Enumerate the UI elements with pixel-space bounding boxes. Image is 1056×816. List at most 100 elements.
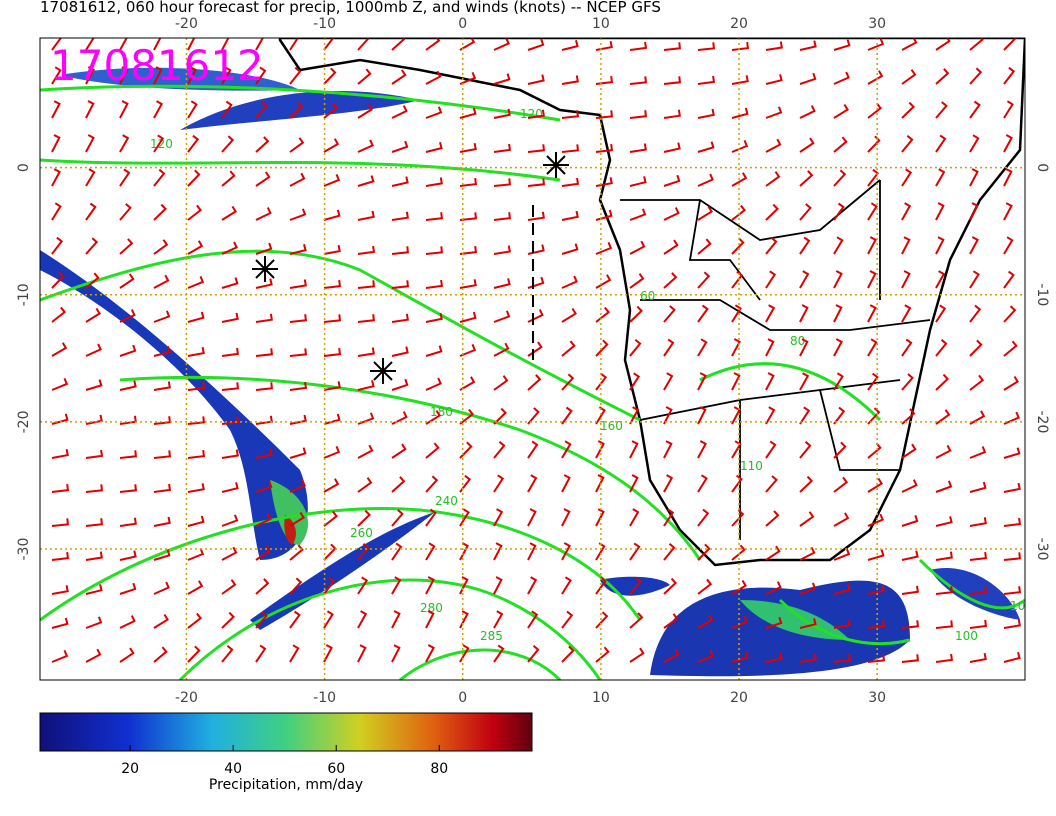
wind-barb	[561, 75, 579, 85]
wind-barb	[731, 140, 749, 153]
wind-barb	[119, 168, 131, 187]
wind-barb	[323, 138, 340, 153]
wind-barb	[51, 134, 61, 153]
wind-barb	[153, 66, 163, 85]
wind-barb	[119, 517, 137, 527]
wind-barb	[561, 110, 580, 119]
x-tick-label: 0	[458, 16, 467, 32]
wind-barb	[663, 406, 673, 425]
wind-barb	[221, 514, 239, 527]
wind-barb	[255, 545, 271, 561]
wind-barb	[391, 38, 406, 51]
wind-barb	[51, 483, 70, 493]
wind-barb	[867, 236, 877, 255]
wind-barb	[765, 106, 783, 119]
wind-barb	[391, 313, 409, 323]
wind-barb	[153, 203, 167, 221]
contour-label: 100	[955, 629, 978, 643]
wind-barb	[935, 270, 946, 289]
wind-barb	[357, 576, 369, 595]
wind-barb	[527, 109, 545, 119]
wind-barb	[323, 67, 337, 85]
wind-barb	[289, 414, 307, 425]
wind-barb	[867, 549, 885, 561]
wind-barb	[51, 378, 69, 391]
wind-barb	[459, 177, 478, 187]
wind-barb	[221, 611, 235, 629]
wind-barb	[119, 203, 132, 221]
wind-barb	[1003, 340, 1018, 357]
wind-barb	[935, 38, 951, 51]
wind-barb	[221, 416, 240, 425]
x-tick-label: 30	[868, 690, 886, 706]
contour-label: 60	[640, 289, 655, 303]
wind-barb	[493, 610, 504, 629]
wind-barb	[119, 344, 137, 357]
wind-barb	[391, 476, 406, 493]
wind-barb	[85, 616, 103, 629]
wind-barb	[289, 511, 305, 527]
wind-barb	[629, 76, 647, 85]
wind-barb	[969, 517, 987, 527]
africa	[278, 38, 1025, 567]
wind-barb	[697, 474, 708, 493]
wind-barb	[629, 474, 639, 493]
wind-barb	[969, 202, 979, 221]
wind-barb	[527, 645, 540, 663]
wind-barb	[765, 510, 780, 527]
wind-barb	[527, 440, 539, 459]
wind-barb	[935, 551, 953, 561]
wind-barb	[561, 210, 579, 221]
wind-barb	[187, 449, 206, 459]
wind-barb	[51, 100, 61, 119]
wind-barb	[357, 280, 375, 289]
wind-barb	[697, 304, 709, 323]
wind-barb	[459, 542, 469, 561]
wind-barb	[119, 38, 128, 51]
wind-barb	[289, 137, 305, 153]
wind-barb	[323, 446, 341, 459]
wind-barb	[187, 612, 203, 629]
wind-barb	[119, 615, 136, 629]
wind-barb	[187, 548, 205, 561]
y-tick-label: 0	[1034, 163, 1050, 172]
x-tick-label: 20	[730, 16, 748, 32]
wind-barb	[221, 347, 240, 357]
x-tick-label: 10	[592, 16, 610, 32]
wind-barb	[969, 481, 987, 493]
wind-barb	[799, 372, 810, 391]
wind-barb	[731, 579, 747, 595]
wind-barb	[493, 407, 507, 425]
wind-barb	[221, 546, 238, 561]
y-tick-label: -30	[1034, 538, 1050, 561]
wind-barb	[867, 372, 879, 391]
wind-barb	[425, 442, 440, 459]
wind-barb	[663, 42, 681, 51]
x-tick-label: 10	[592, 690, 610, 706]
wind-barb	[935, 339, 948, 357]
wind-barb	[357, 210, 375, 221]
wind-barb	[187, 240, 204, 255]
wind-barb	[799, 475, 814, 493]
wind-barb	[969, 67, 983, 85]
wind-barb	[323, 478, 340, 493]
wind-barb	[969, 410, 986, 425]
date-stamp: 17081612	[50, 41, 264, 90]
wind-barb	[901, 270, 911, 289]
wind-barb	[85, 584, 103, 595]
wind-barb	[255, 480, 273, 493]
wind-barb	[731, 304, 742, 323]
wind-barb	[119, 273, 135, 289]
wind-barb	[85, 66, 95, 85]
wind-barb	[799, 653, 817, 663]
wind-barb	[527, 178, 545, 187]
wind-barb	[425, 212, 444, 221]
wind-barb	[119, 134, 130, 153]
wind-barb	[255, 136, 270, 153]
wind-barb	[731, 615, 749, 629]
wind-barb	[697, 271, 711, 289]
wind-barb	[153, 38, 162, 51]
wind-barb	[119, 66, 129, 85]
wind-barb	[357, 543, 370, 561]
y-tick-label: -30	[16, 538, 32, 561]
